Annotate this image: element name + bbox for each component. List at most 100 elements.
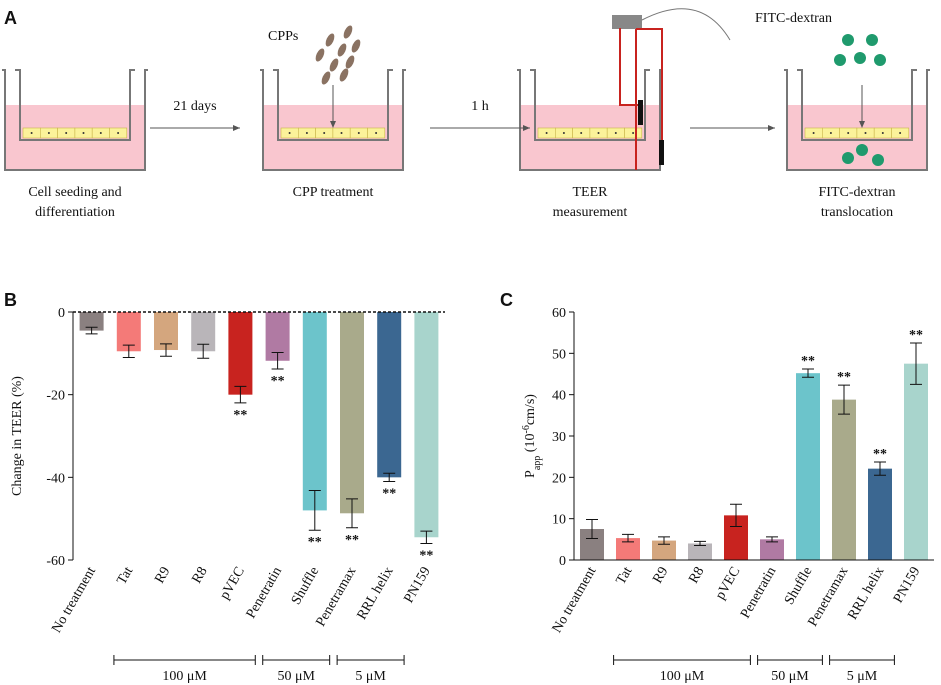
significance: ** [419, 548, 433, 563]
cpp [321, 71, 331, 85]
well [784, 69, 930, 171]
error-bar [160, 343, 172, 357]
significance: ** [837, 370, 851, 385]
y-tick-label: 50 [552, 347, 566, 362]
significance: ** [233, 408, 247, 423]
bar [868, 468, 892, 560]
significance: ** [909, 328, 923, 343]
x-tick-label: R8 [686, 565, 707, 587]
step-label: TEER [573, 185, 609, 200]
nucleus [899, 132, 902, 134]
panel-letter: C [500, 290, 513, 310]
group-bracket [829, 655, 895, 665]
nucleus [305, 132, 308, 134]
error-bar [802, 368, 814, 378]
well [517, 69, 663, 171]
error-bar [874, 461, 886, 476]
error-bar [730, 503, 742, 528]
arrow-head [768, 125, 775, 131]
step-label: Cell seeding and [28, 185, 121, 200]
y-tick-label: -60 [46, 554, 65, 569]
group-label: 50 μM [277, 669, 315, 684]
x-tick-label: Tat [114, 564, 136, 587]
nucleus [340, 132, 343, 134]
nucleus [288, 132, 291, 134]
nucleus [580, 132, 583, 134]
fitc [854, 52, 866, 64]
y-axis-label-part: app [532, 456, 543, 470]
x-tick-label: PN159 [891, 565, 923, 606]
error-bar [766, 536, 778, 543]
nucleus [47, 132, 50, 134]
error-bar [838, 384, 850, 415]
step-label: CPP treatment [293, 185, 374, 200]
x-tick-label: pVEC [713, 565, 743, 603]
nucleus [562, 132, 565, 134]
x-tick-label: PN159 [401, 565, 433, 606]
bar [796, 373, 820, 560]
arrow-head [233, 125, 240, 131]
fitc [834, 54, 846, 66]
fitc [842, 152, 854, 164]
x-tick-label: Shuffle [782, 565, 815, 608]
significance: ** [801, 354, 815, 369]
cpp [337, 43, 347, 57]
x-tick-label: Penetratin [738, 565, 779, 622]
error-bar [122, 344, 135, 358]
cpp-label: CPPs [268, 29, 298, 44]
group-label: 5 μM [355, 669, 386, 684]
error-bar [420, 530, 433, 544]
fitc [866, 34, 878, 46]
group-bracket [113, 655, 256, 665]
nucleus [812, 132, 815, 134]
y-axis-label-part: (10 [523, 434, 538, 456]
nucleus [82, 132, 85, 134]
significance: ** [873, 447, 887, 462]
group-label: 5 μM [847, 669, 878, 684]
step-label: translocation [821, 205, 893, 220]
nucleus [375, 132, 378, 134]
arrow-head [330, 121, 336, 128]
bar [832, 399, 856, 560]
bar [760, 539, 784, 560]
error-bar [308, 490, 321, 531]
electrode-box [612, 15, 642, 29]
nucleus [99, 132, 102, 134]
y-axis-label-part: cm/s) [523, 394, 538, 425]
bar [228, 312, 253, 395]
insert [797, 69, 917, 141]
error-bar [346, 498, 358, 529]
x-tick-label: R8 [190, 565, 211, 587]
nucleus [323, 132, 326, 134]
error-bar [658, 536, 670, 545]
x-tick-label: RRL helix [355, 565, 397, 623]
bar [79, 312, 104, 331]
arrow-label: 1 h [471, 99, 489, 114]
group-bracket [262, 655, 331, 665]
insert [15, 69, 135, 141]
error-bar [910, 342, 922, 385]
nucleus [829, 132, 832, 134]
y-tick-label: 10 [552, 513, 566, 528]
insert [530, 69, 650, 141]
y-axis-label-part: P [523, 470, 538, 478]
nucleus [30, 132, 33, 134]
fitc [872, 154, 884, 166]
fitc [856, 144, 868, 156]
cpp [329, 58, 339, 72]
insert [273, 69, 393, 141]
step-label: differentiation [35, 205, 115, 220]
bar [616, 538, 640, 560]
error-bar [234, 385, 247, 404]
electrode-tip [638, 100, 643, 125]
error-bar [197, 343, 210, 359]
group-label: 100 μM [660, 669, 705, 684]
y-tick-label: 30 [552, 430, 566, 445]
x-tick-label: Shuffle [289, 565, 322, 608]
x-tick-label: RRL helix [845, 565, 887, 623]
bar [302, 312, 327, 511]
bar [414, 312, 439, 538]
x-tick-label: R9 [152, 565, 173, 587]
x-tick-label: No treatment [49, 564, 99, 635]
